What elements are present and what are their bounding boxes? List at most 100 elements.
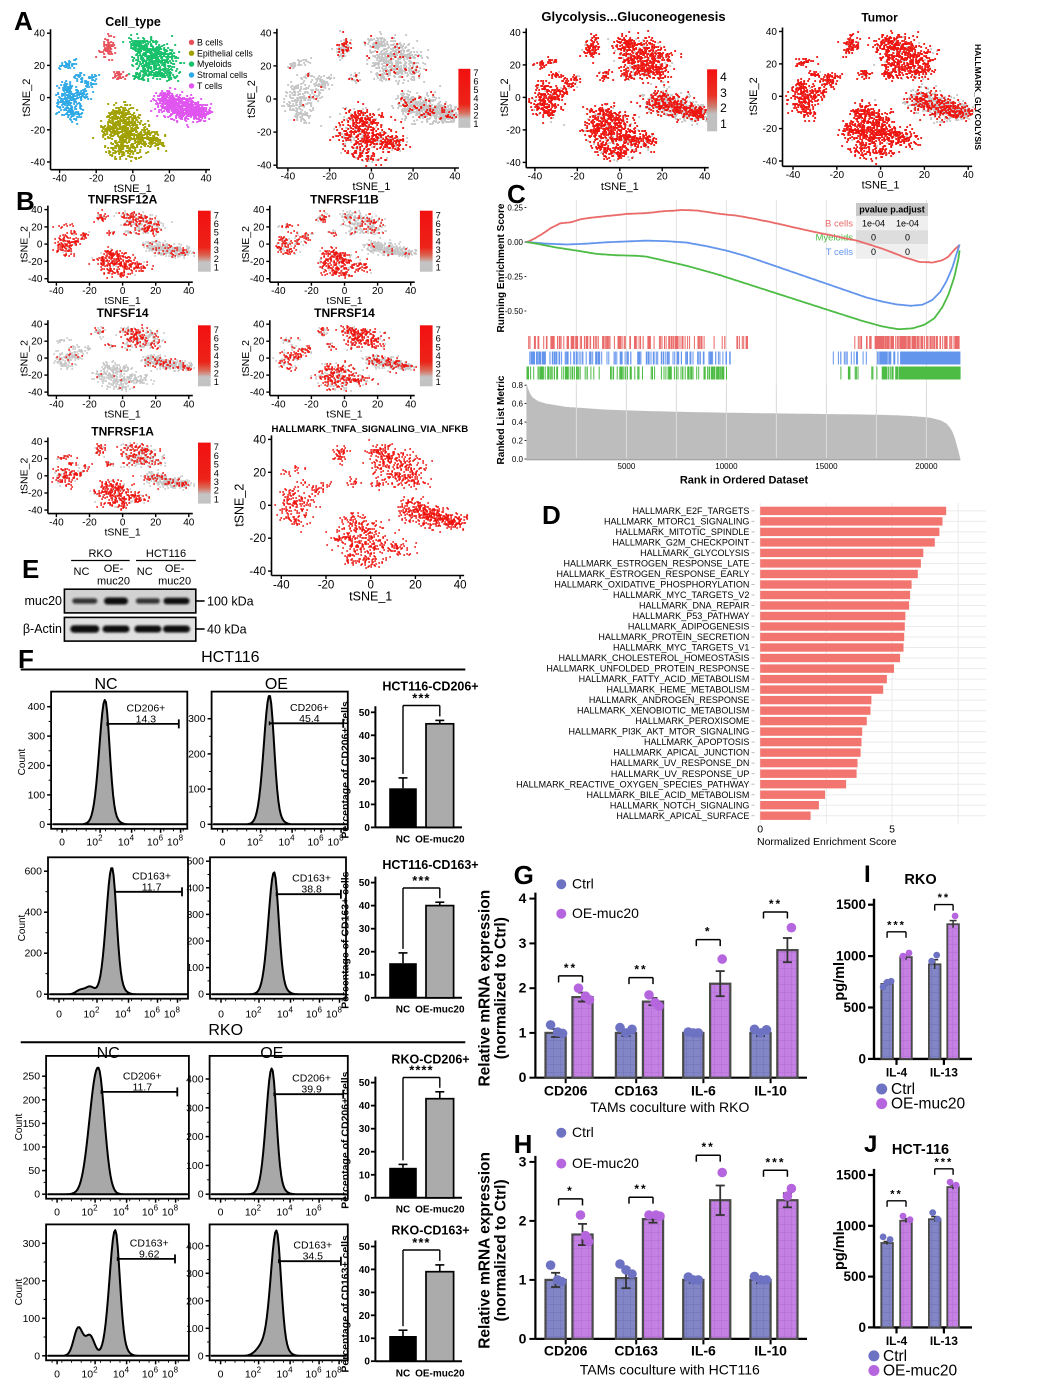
- svg-text:OE: OE: [265, 676, 288, 693]
- svg-text:10: 10: [245, 1009, 257, 1021]
- svg-text:tSNE_1: tSNE_1: [105, 526, 141, 538]
- svg-text:0: 0: [342, 399, 348, 410]
- svg-text:4: 4: [125, 1366, 130, 1375]
- svg-text:20: 20: [359, 947, 371, 958]
- svg-text:-40: -40: [506, 158, 521, 169]
- svg-text:3: 3: [214, 477, 219, 487]
- svg-text:-20: -20: [322, 172, 337, 183]
- svg-text:OE-muc20: OE-muc20: [415, 835, 465, 846]
- svg-text:TNFRSF11B: TNFRSF11B: [310, 192, 379, 206]
- svg-text:G: G: [514, 860, 534, 890]
- svg-text:40: 40: [405, 399, 417, 410]
- svg-text:tSNE_2: tSNE_2: [18, 226, 30, 262]
- svg-text:10: 10: [113, 1369, 125, 1381]
- svg-text:HALLMARK_GLYCOLYSIS: HALLMARK_GLYCOLYSIS: [640, 548, 749, 558]
- svg-text:40: 40: [183, 286, 195, 297]
- svg-text:150: 150: [23, 1118, 41, 1130]
- svg-text:RKO-CD163+: RKO-CD163+: [391, 1224, 469, 1238]
- svg-text:10: 10: [307, 837, 319, 849]
- svg-text:6: 6: [317, 1204, 322, 1213]
- svg-text:20: 20: [359, 1311, 371, 1322]
- svg-text:HALLMARK_ANDROGEN_RESPONSE: HALLMARK_ANDROGEN_RESPONSE: [589, 695, 750, 705]
- svg-text:CD163: CD163: [614, 1083, 658, 1099]
- svg-text:tSNE_2: tSNE_2: [21, 79, 33, 117]
- svg-text:Count: Count: [14, 1113, 25, 1140]
- svg-text:NC: NC: [396, 1205, 410, 1216]
- svg-text:-20: -20: [304, 286, 319, 297]
- svg-text:40: 40: [34, 29, 46, 40]
- svg-text:HALLMARK_UV_RESPONSE_DN: HALLMARK_UV_RESPONSE_DN: [610, 758, 749, 768]
- svg-text:4: 4: [130, 834, 135, 843]
- svg-text:NC: NC: [396, 835, 410, 846]
- svg-text:3: 3: [214, 245, 219, 255]
- svg-text:300: 300: [186, 1268, 204, 1280]
- svg-text:2: 2: [214, 486, 219, 496]
- svg-text:2: 2: [473, 110, 478, 120]
- svg-text:tSNE_1: tSNE_1: [601, 181, 639, 193]
- svg-text:0: 0: [858, 1051, 866, 1066]
- svg-text:C: C: [507, 179, 526, 209]
- svg-text:muc20: muc20: [158, 576, 191, 588]
- svg-text:-20: -20: [506, 125, 521, 136]
- svg-text:7: 7: [473, 68, 478, 78]
- svg-text:Relative mRNA expression: Relative mRNA expression: [477, 1152, 494, 1349]
- svg-text:Rank in Ordered Dataset: Rank in Ordered Dataset: [680, 475, 809, 487]
- svg-text:39.9: 39.9: [301, 1084, 322, 1096]
- svg-text:10: 10: [327, 837, 339, 849]
- svg-text:-40: -40: [273, 579, 290, 591]
- svg-text:-40: -40: [28, 506, 43, 517]
- svg-text:0: 0: [757, 824, 763, 836]
- svg-text:200: 200: [186, 1295, 204, 1307]
- svg-text:-40: -40: [250, 388, 265, 399]
- svg-text:****: ****: [409, 1063, 433, 1078]
- svg-text:HALLMARK_APICAL_SURFACE: HALLMARK_APICAL_SURFACE: [616, 811, 749, 821]
- svg-text:5: 5: [214, 460, 219, 470]
- svg-text:IL-13: IL-13: [930, 1066, 958, 1080]
- svg-text:20: 20: [372, 399, 384, 410]
- svg-text:2: 2: [259, 834, 264, 843]
- svg-text:6: 6: [214, 451, 219, 461]
- svg-text:20: 20: [657, 171, 669, 182]
- svg-text:20: 20: [150, 399, 162, 410]
- svg-text:2: 2: [214, 254, 219, 264]
- svg-text:200: 200: [23, 1275, 41, 1287]
- svg-text:***: ***: [887, 919, 906, 931]
- svg-text:Myeloids: Myeloids: [816, 233, 854, 244]
- svg-text:tSNE_2: tSNE_2: [18, 458, 30, 494]
- svg-text:4: 4: [127, 1006, 132, 1015]
- svg-text:(normalized to Ctrl): (normalized to Ctrl): [493, 1179, 510, 1321]
- svg-text:10: 10: [147, 837, 159, 849]
- svg-text:1: 1: [436, 263, 441, 273]
- svg-text:*: *: [567, 1184, 574, 1198]
- svg-text:10: 10: [245, 1369, 257, 1381]
- svg-text:NC: NC: [137, 566, 153, 578]
- svg-text:pvalue: pvalue: [859, 205, 888, 215]
- svg-text:0: 0: [364, 993, 370, 1004]
- svg-text:100: 100: [186, 1160, 204, 1172]
- svg-text:40: 40: [454, 579, 467, 591]
- svg-text:HALLMARK_ESTROGEN_RESPONSE_EAR: HALLMARK_ESTROGEN_RESPONSE_EARLY: [556, 569, 749, 579]
- svg-text:HALLMARK_MITOTIC_SPINDLE: HALLMARK_MITOTIC_SPINDLE: [616, 527, 750, 537]
- svg-text:40: 40: [253, 205, 265, 216]
- svg-text:6: 6: [317, 1366, 322, 1375]
- svg-text:HALLMARK_MYC_TARGETS_V1: HALLMARK_MYC_TARGETS_V1: [613, 643, 749, 653]
- svg-text:10: 10: [118, 837, 130, 849]
- svg-text:HALLMARK_OXIDATIVE_PHOSPHORYLA: HALLMARK_OXIDATIVE_PHOSPHORYLATION: [554, 580, 749, 590]
- svg-text:Percentage of CD163+ cells: Percentage of CD163+ cells: [340, 871, 352, 1009]
- svg-text:-20: -20: [28, 257, 43, 268]
- svg-text:100: 100: [186, 1323, 204, 1335]
- svg-text:20: 20: [150, 517, 162, 528]
- svg-text:HALLMARK_E2F_TARGETS: HALLMARK_E2F_TARGETS: [633, 506, 750, 516]
- svg-text:HALLMARK_UNFOLDED_PROTEIN_RESP: HALLMARK_UNFOLDED_PROTEIN_RESPONSE: [546, 664, 749, 674]
- svg-text:2: 2: [436, 368, 441, 378]
- svg-text:20: 20: [164, 173, 176, 184]
- svg-text:300: 300: [28, 731, 46, 743]
- svg-text:Count: Count: [14, 1278, 25, 1305]
- svg-text:-20: -20: [82, 286, 97, 297]
- svg-text:10: 10: [276, 1207, 288, 1219]
- svg-text:100: 100: [23, 1313, 41, 1325]
- svg-text:p.adjust: p.adjust: [890, 205, 925, 215]
- svg-text:tSNE_2: tSNE_2: [246, 80, 258, 118]
- svg-text:NC: NC: [74, 566, 90, 578]
- svg-text:OE-muc20: OE-muc20: [883, 1363, 957, 1380]
